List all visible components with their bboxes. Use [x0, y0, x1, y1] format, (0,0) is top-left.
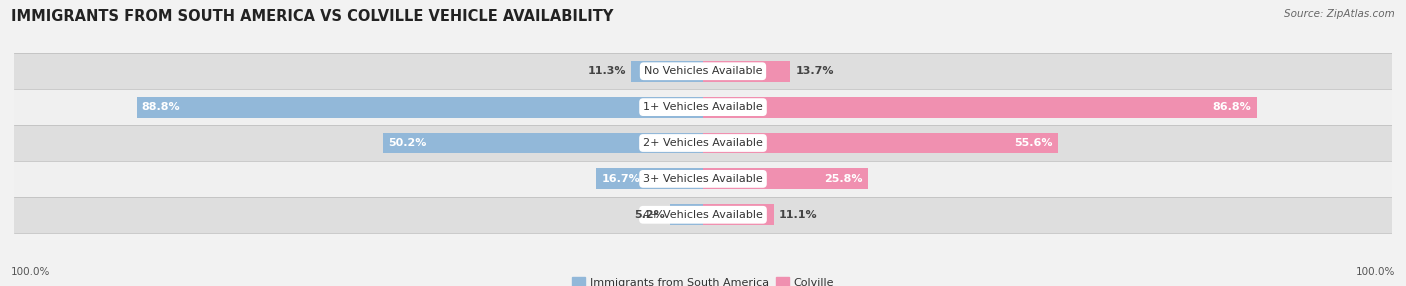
Bar: [669, 204, 703, 225]
Bar: [703, 204, 773, 225]
Bar: [703, 97, 1257, 118]
Text: No Vehicles Available: No Vehicles Available: [644, 66, 762, 76]
Bar: [14, 197, 1392, 233]
Text: 50.2%: 50.2%: [388, 138, 426, 148]
Bar: [382, 133, 703, 153]
Bar: [14, 89, 1392, 125]
Bar: [14, 161, 1392, 197]
Legend: Immigrants from South America, Colville: Immigrants from South America, Colville: [572, 277, 834, 286]
Bar: [14, 53, 1392, 89]
Text: 16.7%: 16.7%: [602, 174, 640, 184]
Bar: [703, 61, 790, 82]
Text: 1+ Vehicles Available: 1+ Vehicles Available: [643, 102, 763, 112]
Bar: [14, 125, 1392, 161]
Text: 55.6%: 55.6%: [1014, 138, 1053, 148]
Text: IMMIGRANTS FROM SOUTH AMERICA VS COLVILLE VEHICLE AVAILABILITY: IMMIGRANTS FROM SOUTH AMERICA VS COLVILL…: [11, 9, 613, 23]
Text: 2+ Vehicles Available: 2+ Vehicles Available: [643, 138, 763, 148]
Text: Source: ZipAtlas.com: Source: ZipAtlas.com: [1284, 9, 1395, 19]
Text: 11.3%: 11.3%: [588, 66, 626, 76]
Bar: [596, 168, 703, 189]
Bar: [703, 133, 1057, 153]
Text: 13.7%: 13.7%: [796, 66, 834, 76]
Text: 5.2%: 5.2%: [634, 210, 665, 220]
Text: 88.8%: 88.8%: [142, 102, 180, 112]
Text: 11.1%: 11.1%: [779, 210, 817, 220]
Text: 100.0%: 100.0%: [11, 267, 51, 277]
Text: 4+ Vehicles Available: 4+ Vehicles Available: [643, 210, 763, 220]
Bar: [136, 97, 703, 118]
Text: 25.8%: 25.8%: [824, 174, 862, 184]
Text: 3+ Vehicles Available: 3+ Vehicles Available: [643, 174, 763, 184]
Text: 86.8%: 86.8%: [1213, 102, 1251, 112]
Bar: [703, 168, 868, 189]
Text: 100.0%: 100.0%: [1355, 267, 1395, 277]
Bar: [631, 61, 703, 82]
